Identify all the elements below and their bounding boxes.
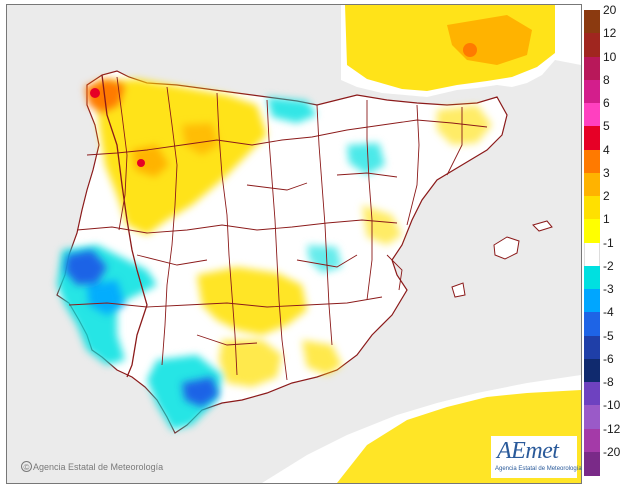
legend-swatch: [584, 242, 600, 267]
legend-swatch: [584, 358, 600, 383]
legend-label: -4: [603, 305, 614, 320]
legend-swatch: [584, 56, 600, 81]
legend-swatch: [584, 172, 600, 197]
credit-text: Agencia Estatal de Meteorología: [33, 462, 164, 472]
legend-swatch: [584, 33, 600, 57]
legend-swatch: [584, 451, 600, 476]
legend-label: 8: [603, 72, 610, 87]
legend-swatch: [584, 79, 600, 104]
legend-label: 20: [603, 3, 617, 17]
portugal-border: [101, 74, 148, 378]
mallorca: [493, 236, 520, 260]
legend-swatch: [584, 196, 600, 220]
legend-swatch: [584, 289, 600, 313]
map-canvas: [6, 4, 582, 484]
legend-swatch: [584, 428, 600, 453]
warm-anomalies: [97, 79, 492, 387]
legend-label: -1: [603, 235, 614, 250]
legend-label: 6: [603, 96, 610, 110]
legend-label: 12: [603, 26, 617, 41]
legend-label: -12: [603, 421, 621, 436]
legend-label: -2: [603, 258, 614, 273]
legend-label: 1: [603, 212, 610, 227]
galicia-hot-spot: [90, 88, 100, 98]
copyright-symbol: ©: [21, 461, 32, 472]
leon-hot-spot: [137, 159, 145, 167]
legend-swatch: [584, 405, 600, 429]
province-boundaries: [68, 76, 488, 381]
legend-swatch: [584, 382, 600, 406]
menorca: [532, 220, 553, 232]
legend-label: 2: [603, 189, 610, 203]
france-hot-spot: [463, 43, 477, 57]
legend-swatch: [584, 103, 600, 127]
legend-label: -20: [603, 444, 621, 459]
ibiza: [451, 282, 466, 298]
legend-label: -5: [603, 328, 614, 343]
legend-label: -3: [603, 282, 614, 296]
legend-swatch: [584, 10, 600, 34]
legend-label: -10: [603, 398, 621, 413]
legend-swatch: [584, 312, 600, 336]
legend-label: -8: [603, 375, 614, 389]
logo-tagline: Agencia Estatal de Meteorología: [495, 466, 582, 472]
legend-label: 5: [603, 119, 610, 134]
legend-swatch: [584, 219, 600, 243]
iberia-map: [7, 5, 581, 483]
legend-label: 4: [603, 142, 610, 157]
legend-swatch: [584, 149, 600, 174]
strong-cold-anomalies: [65, 250, 219, 407]
logo-wordmark: AEmet: [497, 438, 559, 464]
aemet-logo: AEmet Agencia Estatal de Meteorología: [491, 436, 582, 478]
legend-swatch: [584, 335, 600, 360]
legend-label: -6: [603, 351, 614, 366]
legend-label: 3: [603, 165, 610, 180]
legend-swatch: [584, 126, 600, 150]
legend-label: 10: [603, 49, 617, 64]
legend-swatch: [584, 265, 600, 290]
color-legend: [584, 10, 600, 476]
